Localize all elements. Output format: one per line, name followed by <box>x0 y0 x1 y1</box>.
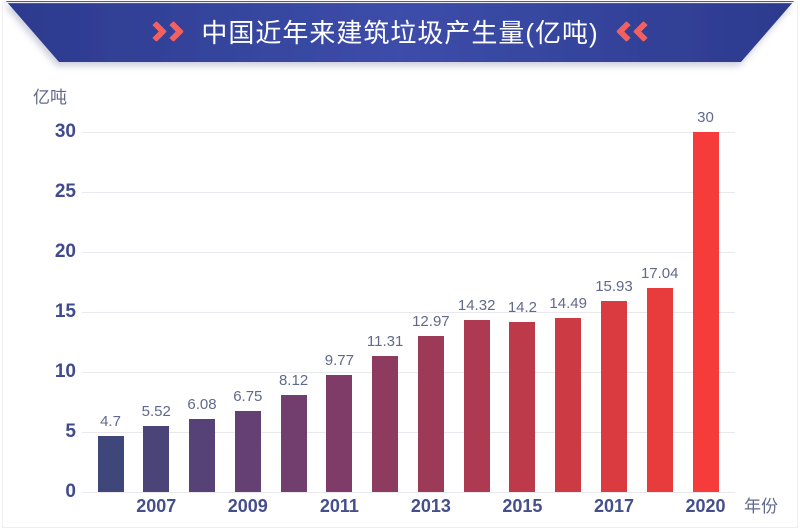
y-axis-tick-5: 5 <box>65 421 76 442</box>
bar-2015 <box>509 321 536 492</box>
bar-value-2020: 30 <box>697 109 714 126</box>
bar-value-2013: 12.97 <box>412 313 450 331</box>
y-axis-tick-10: 10 <box>54 361 76 382</box>
y-axis-tick-30: 30 <box>54 121 76 142</box>
gridline-y-10 <box>82 372 735 373</box>
x-axis-tick-2007: 2007 <box>136 496 177 516</box>
gridline-y-0 <box>82 492 735 493</box>
bar-2012 <box>372 356 399 492</box>
bar-value-2011: 9.77 <box>324 351 354 369</box>
bar-value-2012: 11.31 <box>366 333 404 351</box>
gridline-y-20 <box>82 252 735 253</box>
gridline-y-15 <box>82 312 735 313</box>
page-title: 中国近年来建筑垃圾产生量(亿吨) <box>201 18 599 48</box>
x-axis-tick-2009: 2009 <box>227 496 268 516</box>
bar-value-2010: 8.12 <box>278 371 309 389</box>
y-axis-tick-25: 25 <box>54 181 76 202</box>
bar-value-2007: 5.52 <box>141 402 171 420</box>
bar-2011 <box>326 374 353 492</box>
y-axis-tick-20: 20 <box>54 241 76 262</box>
y-axis-unit-label: 亿吨 <box>33 88 67 107</box>
x-axis-tick-2011: 2011 <box>319 496 359 516</box>
bar-2007 <box>143 425 170 492</box>
gridline-y-30 <box>82 132 735 133</box>
x-axis-unit-label: 年份 <box>744 497 778 516</box>
x-axis-tick-2015: 2015 <box>502 496 543 516</box>
bar-value-2009: 6.75 <box>233 388 263 405</box>
bar-2006 <box>97 435 124 492</box>
y-axis-tick-15: 15 <box>54 301 76 322</box>
gridline-y-25 <box>82 192 735 193</box>
bar-2014 <box>463 320 490 492</box>
y-axis-tick-0: 0 <box>65 481 76 502</box>
title-banner: 中国近年来建筑垃圾产生量(亿吨) <box>0 1 800 62</box>
x-axis-tick-2013: 2013 <box>410 496 451 516</box>
bar-2009 <box>234 411 261 492</box>
bar-value-2017: 15.93 <box>595 277 633 295</box>
bar-value-2016: 14.49 <box>549 295 587 313</box>
bar-2016 <box>555 318 582 492</box>
bar-2017 <box>600 300 627 492</box>
bar-value-2018: 17.04 <box>640 264 679 282</box>
bar-2008 <box>189 419 216 492</box>
x-axis-tick-2020: 2020 <box>685 496 726 516</box>
x-axis-tick-2017: 2017 <box>593 496 634 516</box>
bar-2010 <box>280 394 307 492</box>
bar-value-2008: 6.08 <box>187 396 217 414</box>
bar-2013 <box>417 336 444 492</box>
bar-value-2014: 14.32 <box>457 297 496 315</box>
bar-2018 <box>646 287 673 492</box>
bar-value-2015: 14.2 <box>507 298 538 316</box>
gridline-y-5 <box>82 432 735 433</box>
bar-value-2006: 4.7 <box>100 412 121 430</box>
bar-2020 <box>692 132 719 492</box>
